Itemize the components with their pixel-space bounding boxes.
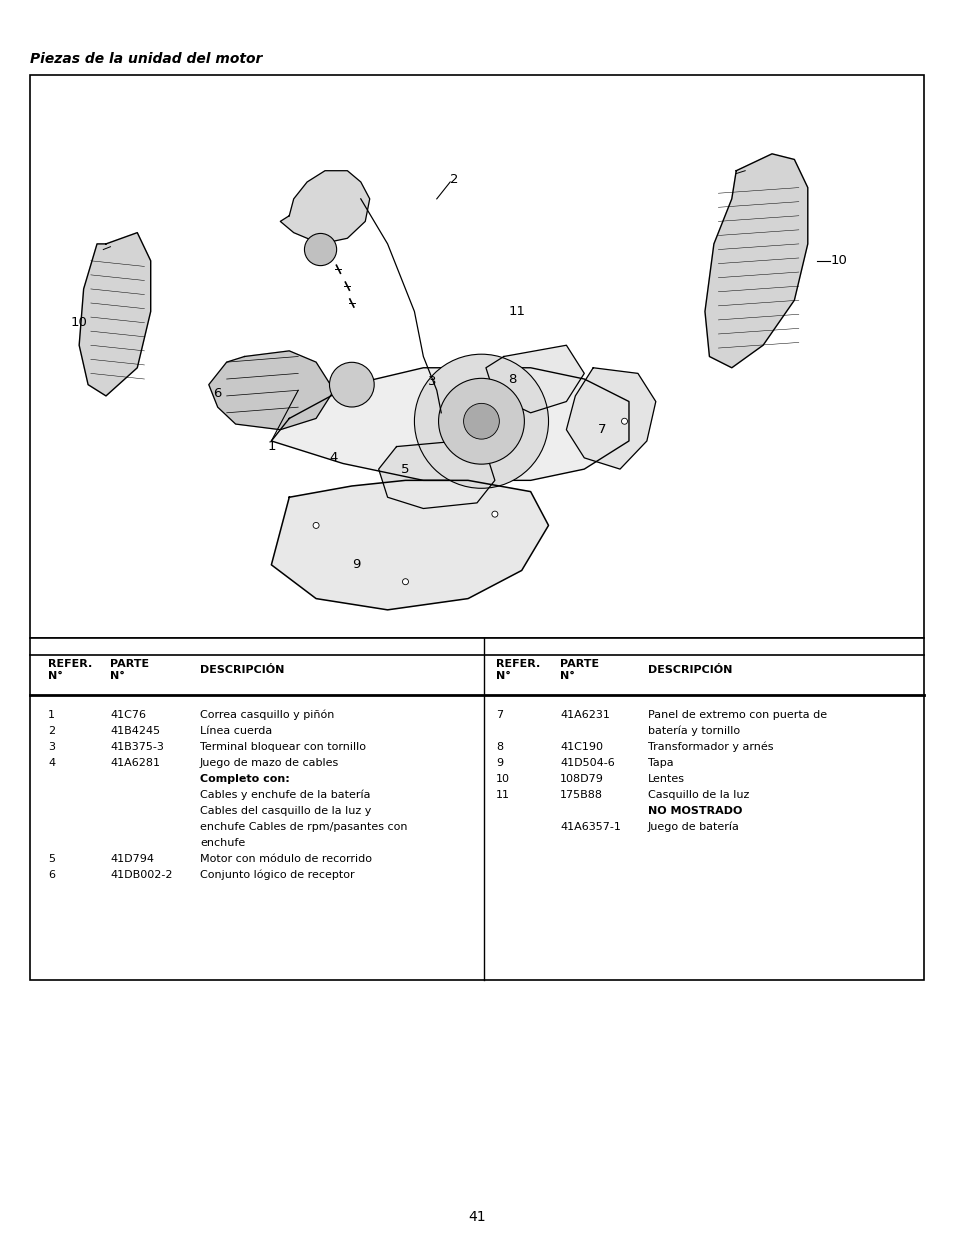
Text: enchufe Cables de rpm/pasantes con: enchufe Cables de rpm/pasantes con	[200, 823, 407, 832]
Text: 41D794: 41D794	[110, 853, 153, 864]
Circle shape	[463, 404, 498, 440]
Text: Terminal bloquear con tornillo: Terminal bloquear con tornillo	[200, 742, 366, 752]
Text: Cables del casquillo de la luz y: Cables del casquillo de la luz y	[200, 806, 371, 816]
Text: 9: 9	[352, 558, 360, 572]
Text: Cables y enchufe de la batería: Cables y enchufe de la batería	[200, 790, 370, 800]
Text: Correa casquillo y piñón: Correa casquillo y piñón	[200, 710, 334, 720]
Text: 8: 8	[508, 373, 517, 385]
Polygon shape	[280, 170, 370, 243]
Text: 8: 8	[496, 742, 502, 752]
Text: 41A6281: 41A6281	[110, 758, 160, 768]
Text: 6: 6	[213, 387, 222, 400]
Text: 41D504-6: 41D504-6	[559, 758, 614, 768]
Text: DESCRIPCIÓN: DESCRIPCIÓN	[647, 664, 732, 676]
Text: Motor con módulo de recorrido: Motor con módulo de recorrido	[200, 853, 372, 864]
Text: 3: 3	[428, 375, 436, 388]
Text: PARTE: PARTE	[110, 659, 149, 669]
Text: 9: 9	[496, 758, 502, 768]
Polygon shape	[704, 154, 807, 368]
Text: 10: 10	[829, 254, 846, 267]
Circle shape	[620, 419, 627, 425]
Text: N°: N°	[48, 671, 63, 680]
Text: 6: 6	[48, 869, 55, 881]
Text: 2: 2	[450, 173, 458, 185]
Text: Juego de mazo de cables: Juego de mazo de cables	[200, 758, 339, 768]
Text: Juego de batería: Juego de batería	[647, 823, 740, 832]
Text: 10: 10	[71, 316, 88, 330]
Bar	[30, 75, 923, 638]
Text: 3: 3	[48, 742, 55, 752]
Polygon shape	[485, 346, 583, 412]
Text: 4: 4	[330, 451, 337, 464]
Text: 41C76: 41C76	[110, 710, 146, 720]
Text: 4: 4	[48, 758, 55, 768]
Polygon shape	[209, 351, 334, 430]
Text: 1: 1	[267, 440, 275, 453]
Text: 41A6357-1: 41A6357-1	[559, 823, 620, 832]
Text: batería y tornillo: batería y tornillo	[647, 726, 740, 736]
Text: DESCRIPCIÓN: DESCRIPCIÓN	[200, 664, 284, 676]
Text: 41: 41	[468, 1210, 485, 1224]
Text: 7: 7	[598, 424, 606, 436]
Text: 41B4245: 41B4245	[110, 726, 160, 736]
Text: Transformador y arnés: Transformador y arnés	[647, 742, 773, 752]
Text: 1: 1	[48, 710, 55, 720]
Text: N°: N°	[496, 671, 511, 680]
Text: REFER.: REFER.	[496, 659, 539, 669]
Bar	[30, 638, 923, 981]
Text: 5: 5	[401, 463, 409, 475]
Text: N°: N°	[110, 671, 125, 680]
Text: 10: 10	[496, 774, 510, 784]
Text: enchufe: enchufe	[200, 839, 245, 848]
Text: NO MOSTRADO: NO MOSTRADO	[647, 806, 741, 816]
Text: 5: 5	[48, 853, 55, 864]
Text: 41A6231: 41A6231	[559, 710, 609, 720]
Text: 41B375-3: 41B375-3	[110, 742, 164, 752]
Text: 41DB002-2: 41DB002-2	[110, 869, 172, 881]
Text: Línea cuerda: Línea cuerda	[200, 726, 272, 736]
Polygon shape	[271, 368, 628, 480]
Circle shape	[304, 233, 336, 266]
Circle shape	[492, 511, 497, 517]
Polygon shape	[378, 441, 495, 509]
Text: Panel de extremo con puerta de: Panel de extremo con puerta de	[647, 710, 826, 720]
Text: Tapa: Tapa	[647, 758, 673, 768]
Circle shape	[414, 354, 548, 488]
Text: Casquillo de la luz: Casquillo de la luz	[647, 790, 749, 800]
Text: REFER.: REFER.	[48, 659, 92, 669]
Text: Piezas de la unidad del motor: Piezas de la unidad del motor	[30, 52, 262, 65]
Text: 41C190: 41C190	[559, 742, 602, 752]
Text: 11: 11	[508, 305, 525, 317]
Circle shape	[402, 579, 408, 584]
Text: 108D79: 108D79	[559, 774, 603, 784]
Text: Completo con:: Completo con:	[200, 774, 290, 784]
Text: PARTE: PARTE	[559, 659, 598, 669]
Text: Conjunto lógico de receptor: Conjunto lógico de receptor	[200, 869, 355, 881]
Circle shape	[313, 522, 318, 529]
Text: 11: 11	[496, 790, 510, 800]
Text: 2: 2	[48, 726, 55, 736]
Text: N°: N°	[559, 671, 575, 680]
Text: 7: 7	[496, 710, 502, 720]
Text: 175B88: 175B88	[559, 790, 602, 800]
Text: Lentes: Lentes	[647, 774, 684, 784]
Polygon shape	[79, 232, 151, 396]
Circle shape	[329, 362, 374, 408]
Polygon shape	[271, 480, 548, 610]
Polygon shape	[566, 368, 655, 469]
Circle shape	[438, 378, 524, 464]
